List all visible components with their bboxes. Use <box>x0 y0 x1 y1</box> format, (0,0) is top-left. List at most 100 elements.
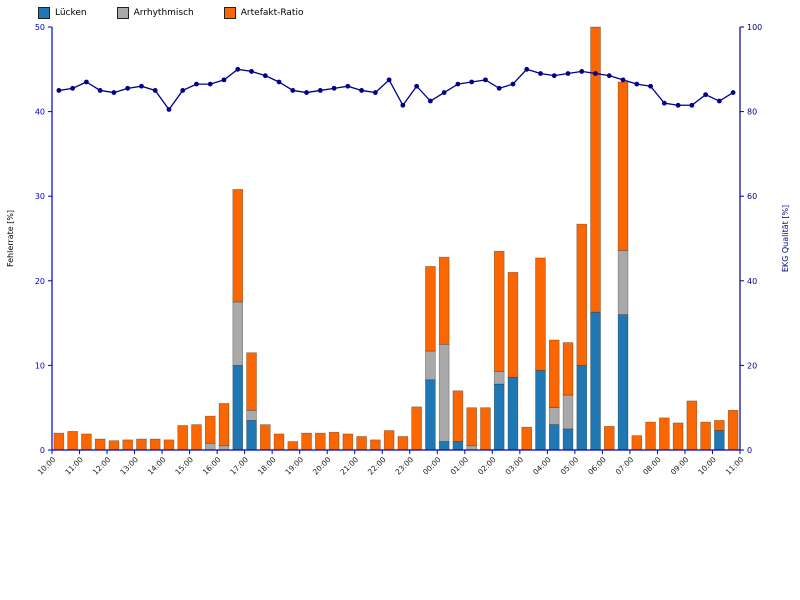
quality-point <box>455 81 461 87</box>
quality-point <box>579 69 585 74</box>
bar-segment <box>438 343 450 442</box>
x-tick-label: 10:00 <box>696 455 718 477</box>
bar-segment <box>136 438 147 451</box>
bar-segment <box>714 420 725 431</box>
bar-segment <box>480 407 491 451</box>
bar-segment <box>562 394 574 430</box>
x-tick-label: 23:00 <box>394 455 416 477</box>
bar-segment <box>452 390 464 442</box>
x-tick-label: 15:00 <box>173 455 195 477</box>
bar-segment <box>342 433 354 451</box>
quality-point <box>606 73 612 79</box>
bar-segment <box>191 424 202 451</box>
bars-group <box>53 26 739 451</box>
legend-item-artefakt-ratio: Artefakt-Ratio <box>223 7 303 19</box>
quality-point <box>207 81 213 87</box>
bar-segment <box>425 350 436 381</box>
x-tick-label: 06:00 <box>586 455 608 477</box>
quality-point <box>372 90 378 95</box>
x-tick-label: 02:00 <box>476 455 498 477</box>
quality-point <box>125 85 131 91</box>
quality-point <box>139 83 144 89</box>
bar-segment <box>700 421 711 451</box>
quality-line <box>58 68 734 111</box>
x-tick-label: 14:00 <box>146 455 168 477</box>
quality-point <box>166 107 172 112</box>
bar-segment <box>232 189 244 303</box>
bar-segment <box>301 432 312 451</box>
bar-segment <box>122 439 133 451</box>
bar-segment <box>548 407 560 425</box>
bar-segment <box>590 311 601 451</box>
quality-point <box>634 81 640 87</box>
bar-segment <box>273 433 285 451</box>
legend-swatch-icon <box>223 7 236 19</box>
bar-segment <box>562 342 574 396</box>
legend-item-arrhythmisch: Arrhythmisch <box>116 7 194 19</box>
quality-point <box>262 73 268 79</box>
bar-segment <box>163 439 175 451</box>
quality-point <box>496 85 502 91</box>
bar-segment <box>204 415 216 444</box>
bar-segment <box>204 442 216 451</box>
x-tick-label: 10:00 <box>36 455 58 477</box>
quality-point <box>304 90 309 95</box>
bar-segment <box>232 365 244 451</box>
quality-point <box>428 98 433 104</box>
right-tick-label: 20 <box>747 361 757 370</box>
quality-point <box>194 81 199 87</box>
quality-point <box>317 88 323 93</box>
quality-point <box>661 100 667 106</box>
quality-point <box>620 77 626 83</box>
bar-segment <box>576 223 588 366</box>
bar-segment <box>315 432 326 451</box>
bar-segment <box>617 81 629 251</box>
left-tick-label: 0 <box>40 446 45 455</box>
quality-point <box>290 88 296 93</box>
x-tick-label: 07:00 <box>614 455 636 477</box>
x-tick-label: 01:00 <box>449 455 471 477</box>
bar-segment <box>149 438 161 451</box>
bar-segment <box>177 425 188 451</box>
bar-segment <box>686 400 698 451</box>
bar-segment <box>370 439 381 451</box>
bar-segment <box>218 403 230 447</box>
quality-point <box>111 90 117 95</box>
x-tick-label: 11:00 <box>63 455 85 477</box>
bar-segment <box>232 301 244 366</box>
legend-label: Lücken <box>55 8 87 18</box>
x-tick-label: 20:00 <box>311 455 333 477</box>
bar-segment <box>562 428 574 451</box>
bar-segment <box>260 424 271 451</box>
bar-segment <box>356 436 367 451</box>
bar-segment <box>218 445 230 451</box>
quality-point <box>551 73 557 79</box>
left-axis-title: Fehlerrate [%] <box>6 210 15 267</box>
quality-point <box>235 66 241 72</box>
bar-segment <box>246 409 257 421</box>
bar-segment <box>493 383 505 451</box>
x-tick-label: 04:00 <box>531 455 553 477</box>
x-tick-label: 09:00 <box>669 455 691 477</box>
quality-point <box>152 88 158 93</box>
bar-segment <box>53 432 65 451</box>
x-tick-label: 03:00 <box>504 455 526 477</box>
quality-point <box>180 88 186 93</box>
quality-point <box>703 92 708 98</box>
left-tick-label: 20 <box>35 277 45 286</box>
left-tick-label: 50 <box>35 23 45 32</box>
bar-segment <box>466 407 477 447</box>
quality-point <box>97 88 103 93</box>
quality-point <box>56 88 62 93</box>
bar-segment <box>535 370 546 451</box>
bar-segment <box>521 426 532 451</box>
quality-point <box>565 71 571 76</box>
left-tick-label: 10 <box>35 361 45 370</box>
bar-segment <box>617 250 629 315</box>
bar-segment <box>108 440 120 451</box>
quality-point <box>386 77 392 83</box>
chart-legend: Lücken Arrhythmisch Artefakt-Ratio <box>38 7 303 19</box>
bar-segment <box>397 436 409 451</box>
